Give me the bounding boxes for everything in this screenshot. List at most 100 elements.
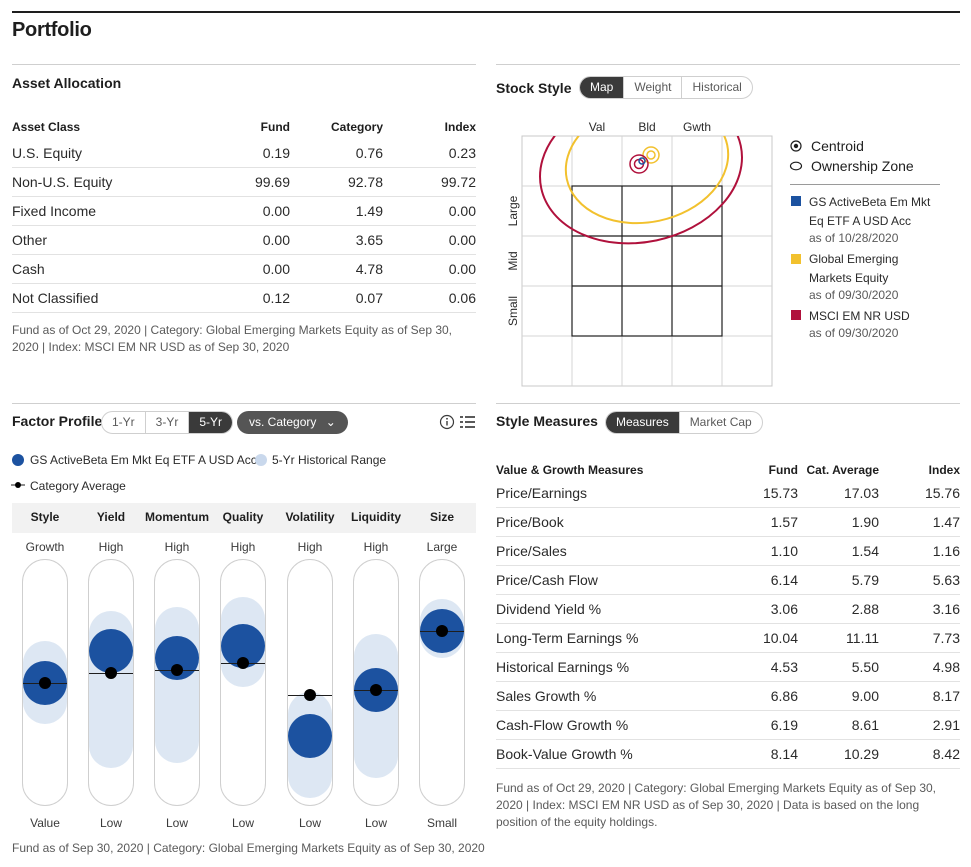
index-centroid [629,154,649,174]
row-value: 0.00 [262,261,290,277]
category-average-marker [370,683,382,696]
range-dot-icon [255,454,267,466]
row-value: 3.65 [355,232,383,248]
chevron-down-icon: ⌄ [325,415,336,429]
legend-fund-name: GS ActiveBeta Em Mkt Eq ETF A USD Acc [809,195,931,228]
row-value: 99.69 [254,174,290,190]
stock-style-title: Stock Style [496,80,572,96]
row-value: 4.78 [355,261,383,277]
style-measures-tabs: Measures Market Cap [605,411,763,434]
asset-allocation-title: Asset Allocation [12,75,122,91]
category-average-marker [436,625,448,638]
factor-name-liquidity: Liquidity [351,510,401,524]
aa-header-asset-class: Asset Class [12,120,81,134]
row-label: U.S. Equity [12,145,83,161]
row-label: Non-U.S. Equity [12,174,113,190]
tab-5-yr[interactable]: 5-Yr [189,412,233,433]
row-label-mid: Mid [506,251,520,270]
compare-dropdown[interactable]: vs. Category ⌄ [237,411,348,434]
legend-category-name: Global Emerging Markets Equity [809,252,899,285]
category-average-marker [237,656,249,669]
asset-allocation-footnote: Fund as of Oct 29, 2020 | Category: Glob… [12,323,453,354]
legend-index-asof: as of 09/30/2020 [809,326,899,340]
row-label: Price/Sales [496,543,567,559]
factor-profile-footnote: Fund as of Sep 30, 2020 | Category: Glob… [12,841,485,855]
style-measures-title: Style Measures [496,413,598,429]
factor-name-style: Style [30,510,60,524]
factor-capsule-size [419,559,465,806]
historical-range-bar [155,606,199,764]
row-value: 0.23 [448,145,476,161]
table-row: Not Classified 0.12 0.07 0.06 [12,284,476,313]
row-value: 5.50 [851,659,879,675]
row-label-small: Small [506,296,520,326]
factor-period-tabs: 1-Yr 3-Yr 5-Yr [101,411,234,434]
page-title: Portfolio [12,19,92,41]
category-swatch-icon [791,254,801,264]
factor-capsule-volatility [287,559,333,806]
factor-bottom-label: Low [364,816,387,830]
factor-name-size: Size [429,510,454,524]
tab-3-yr[interactable]: 3-Yr [146,412,190,433]
aa-header-category: Category [330,120,383,134]
fund-swatch-icon [791,196,801,206]
row-value: 10.29 [843,746,879,762]
row-value: 9.00 [851,688,879,704]
fund-centroid [638,157,646,165]
row-value: 0.00 [448,261,476,277]
factor-bottom-label: Low [231,816,254,830]
sm-header-fund: Fund [768,463,798,477]
row-value: 15.73 [762,485,798,501]
table-row: U.S. Equity 0.19 0.76 0.23 [12,139,476,168]
index-ownership-zone [539,136,743,245]
row-label: Cash-Flow Growth % [496,717,629,733]
row-label: Price/Book [496,514,564,530]
table-view-icon[interactable] [459,414,476,430]
row-label: Long-Term Earnings % [496,630,639,646]
row-value: 1.90 [851,514,879,530]
row-value: 17.03 [843,485,879,501]
sm-header-cat-average: Cat. Average [806,463,879,477]
row-value: 1.16 [932,543,960,559]
row-value: 1.54 [851,543,879,559]
factor-top-label: Growth [25,540,65,554]
factor-bottom-label: Low [298,816,321,830]
table-row: Long-Term Earnings % 10.04 11.11 7.73 [496,624,960,653]
row-value: 0.00 [262,203,290,219]
tab-measures[interactable]: Measures [606,412,680,433]
row-value: 11.11 [846,630,879,646]
factor-capsule-momentum [154,559,200,806]
tab-historical[interactable]: Historical [692,80,742,94]
row-value: 0.00 [262,232,290,248]
factor-header-band [12,503,476,533]
row-label: Dividend Yield % [496,601,602,617]
row-value: 0.06 [448,290,476,306]
sm-header-measure: Value & Growth Measures [496,463,644,477]
col-label-bld: Bld [638,120,655,134]
factor-name-yield: Yield [96,510,126,524]
tab-market-cap[interactable]: Market Cap [689,415,752,429]
row-value: 4.53 [770,659,798,675]
factor-bottom-label: Value [30,816,60,830]
factor-name-momentum: Momentum [145,510,209,524]
tab-1-yr[interactable]: 1-Yr [102,412,146,433]
table-row: Price/Sales 1.10 1.54 1.16 [496,537,960,566]
table-row: Price/Earnings 15.73 17.03 15.76 [496,479,960,508]
category-average-marker [171,664,183,677]
row-value: 10.04 [762,630,798,646]
factor-bottom-label: Low [99,816,122,830]
tab-weight[interactable]: Weight [624,77,683,98]
legend-divider [790,184,940,185]
table-row: Cash-Flow Growth % 6.19 8.61 2.91 [496,711,960,740]
aa-header-fund: Fund [260,120,290,134]
tab-map[interactable]: Map [580,77,625,98]
factor-bottom-label: Low [165,816,188,830]
info-icon[interactable] [439,414,455,430]
factor-top-label: High [363,540,389,554]
table-row: Price/Book 1.57 1.90 1.47 [496,508,960,537]
factor-name-volatility: Volatility [285,510,335,524]
style-box-grid-inner [571,185,723,337]
factor-capsule-yield [88,559,134,806]
top-rule [12,11,960,13]
row-value: 4.98 [932,659,960,675]
